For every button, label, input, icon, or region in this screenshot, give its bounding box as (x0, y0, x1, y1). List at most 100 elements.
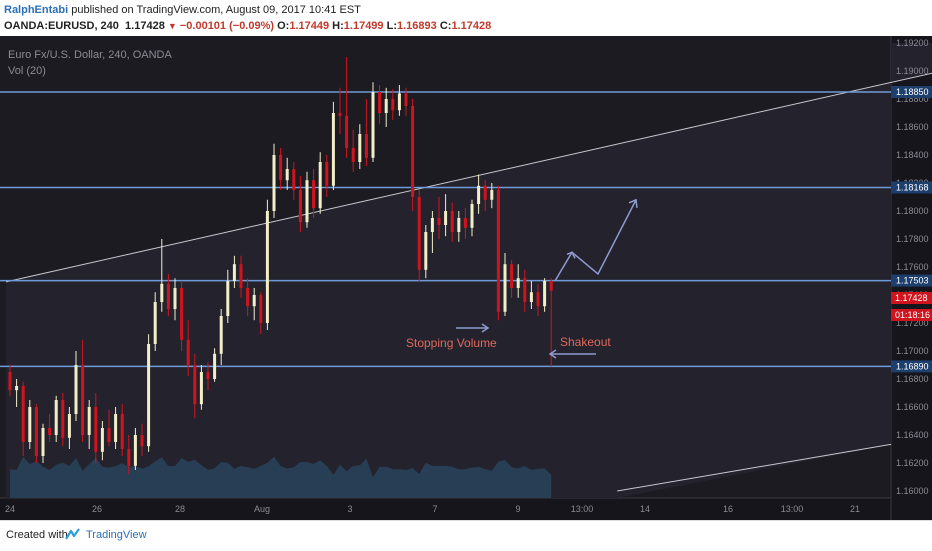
candle (41, 423, 45, 463)
open-value: 1.17449 (289, 20, 330, 32)
candle (272, 143, 276, 218)
candle-body (54, 400, 58, 435)
candle (536, 283, 540, 316)
candle (206, 362, 210, 391)
published-text: published on TradingView.com, August 09,… (71, 4, 361, 16)
candle-body (358, 134, 362, 162)
price-tick-label: 1.16800 (896, 374, 929, 384)
horizontal-levels[interactable]: 1.18850 1.18168 1.17503 1.16890 (0, 86, 932, 373)
candle-body (147, 344, 151, 447)
candle-body (206, 372, 210, 379)
channel-lower-line (617, 443, 892, 492)
level-price-box (891, 360, 932, 373)
candle-body (503, 264, 507, 312)
candle (549, 278, 553, 367)
projection-arrow[interactable] (554, 198, 638, 281)
open-label: O: (277, 20, 290, 32)
price-tick-label: 1.18600 (896, 122, 929, 132)
price-tick-label: 1.17000 (896, 346, 929, 356)
candle-body (239, 264, 243, 288)
candle-body (226, 281, 230, 316)
candle (285, 157, 289, 190)
candle-body (463, 218, 467, 228)
chart-header: RalphEntabi published on TradingView.com… (0, 0, 932, 36)
candle-body (437, 218, 441, 225)
candle (450, 202, 454, 242)
time-tick-label: 21 (850, 504, 860, 514)
candle (358, 124, 362, 169)
candle (61, 393, 65, 447)
price-change: −0.00101 (−0.09%) (179, 20, 275, 32)
last-price-tag: 1.17428 (891, 292, 932, 304)
candle-body (133, 435, 137, 466)
candle (226, 269, 230, 323)
candle-body (265, 211, 269, 323)
projection-arrowhead (628, 198, 638, 208)
candle (232, 255, 236, 288)
candle (397, 85, 401, 116)
candle-body (417, 197, 421, 270)
candle-body (543, 281, 547, 307)
close-label: C: (439, 20, 452, 32)
candle-body (325, 162, 329, 186)
price-tick-label: 1.19000 (896, 66, 929, 76)
candle-body (61, 400, 65, 438)
projection-path (554, 199, 637, 281)
symbol-label: OANDA:EURUSD, 240 (4, 20, 119, 32)
time-tick-label: 7 (432, 504, 437, 514)
candle (510, 260, 514, 298)
candle (34, 404, 38, 463)
candle (298, 176, 302, 232)
candle-body (140, 435, 144, 447)
price-chart[interactable]: 1.192001.190001.188001.186001.184001.182… (0, 36, 932, 520)
candle-body (74, 365, 78, 414)
level-price-label: 1.17503 (896, 276, 929, 286)
candle (384, 87, 388, 127)
candle (312, 169, 316, 218)
projection-arrowhead-mid (566, 251, 576, 259)
candle (543, 278, 547, 312)
candle (259, 292, 263, 335)
countdown-tag: 01:18:16 (891, 309, 932, 321)
candle-body (345, 115, 349, 148)
candle (48, 414, 52, 442)
candle-body (285, 169, 289, 181)
price-tick-label: 1.17600 (896, 262, 929, 272)
candle (523, 269, 527, 312)
time-axis (0, 498, 891, 520)
candle-body (114, 414, 118, 442)
candle-body (41, 428, 45, 456)
tradingview-link[interactable]: TradingView (86, 529, 147, 541)
candle (239, 255, 243, 298)
candle (378, 85, 382, 125)
candle-body (516, 278, 520, 288)
candle (74, 351, 78, 421)
candle-body (193, 365, 197, 405)
trend-channel[interactable] (5, 43, 932, 492)
time-tick-label: 13:00 (781, 504, 804, 514)
candle-body (384, 99, 388, 113)
candle (81, 339, 85, 442)
candle (160, 239, 164, 312)
last-price-tag-text: 1.17428 (895, 293, 928, 303)
candle-body (529, 292, 533, 302)
channel-area (6, 43, 932, 498)
candle (21, 381, 25, 456)
candle-body (186, 339, 190, 365)
level-price-label: 1.16890 (896, 361, 929, 371)
candle-body (28, 407, 32, 442)
candle (529, 281, 533, 309)
candle-body (173, 288, 177, 309)
price-tick-label: 1.16200 (896, 458, 929, 468)
price-tick-label: 1.16000 (896, 486, 929, 496)
channel-upper-line (5, 72, 932, 283)
candle-body (378, 92, 382, 113)
candle (153, 292, 157, 351)
candle-body (232, 264, 236, 281)
candle-body (312, 180, 316, 209)
candle-body (166, 283, 170, 309)
candle (391, 89, 395, 120)
author-link[interactable]: RalphEntabi (4, 4, 69, 16)
candle (28, 400, 32, 449)
candle-body (510, 264, 514, 288)
